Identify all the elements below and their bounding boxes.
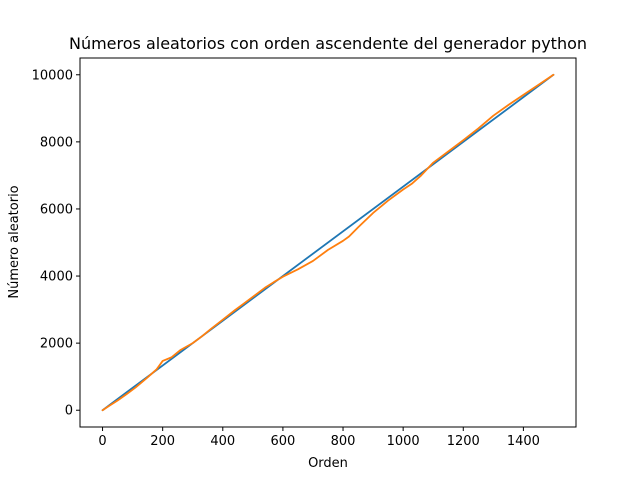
series-layer <box>101 73 555 412</box>
y-tick-label: 10000 <box>32 68 73 83</box>
x-tick-label: 600 <box>270 434 295 449</box>
chart-title: Números aleatorios con orden ascendente … <box>69 34 587 53</box>
x-tick-label: 1400 <box>507 434 540 449</box>
x-tick-label: 800 <box>331 434 356 449</box>
y-tick-label: 6000 <box>40 202 73 217</box>
x-tick-label: 0 <box>98 434 106 449</box>
x-tick-label: 1200 <box>447 434 480 449</box>
series-line-1 <box>101 73 555 412</box>
y-axis-label: Número aleatorio <box>7 185 22 298</box>
plot-frame <box>79 57 577 428</box>
x-tick-label: 400 <box>210 434 235 449</box>
y-tick-label: 0 <box>65 404 73 419</box>
y-tick-label: 4000 <box>40 270 73 285</box>
x-tick-label: 200 <box>150 434 175 449</box>
x-tick-label: 1000 <box>387 434 420 449</box>
x-axis-label: Orden <box>308 456 348 471</box>
x-axis: 0 200 400 600 800 1000 1200 1400 <box>98 427 540 449</box>
y-axis: 0 2000 4000 6000 8000 10000 <box>32 68 80 419</box>
y-tick-label: 2000 <box>40 337 73 352</box>
y-tick-label: 8000 <box>40 135 73 150</box>
series-line-2 <box>101 73 555 412</box>
